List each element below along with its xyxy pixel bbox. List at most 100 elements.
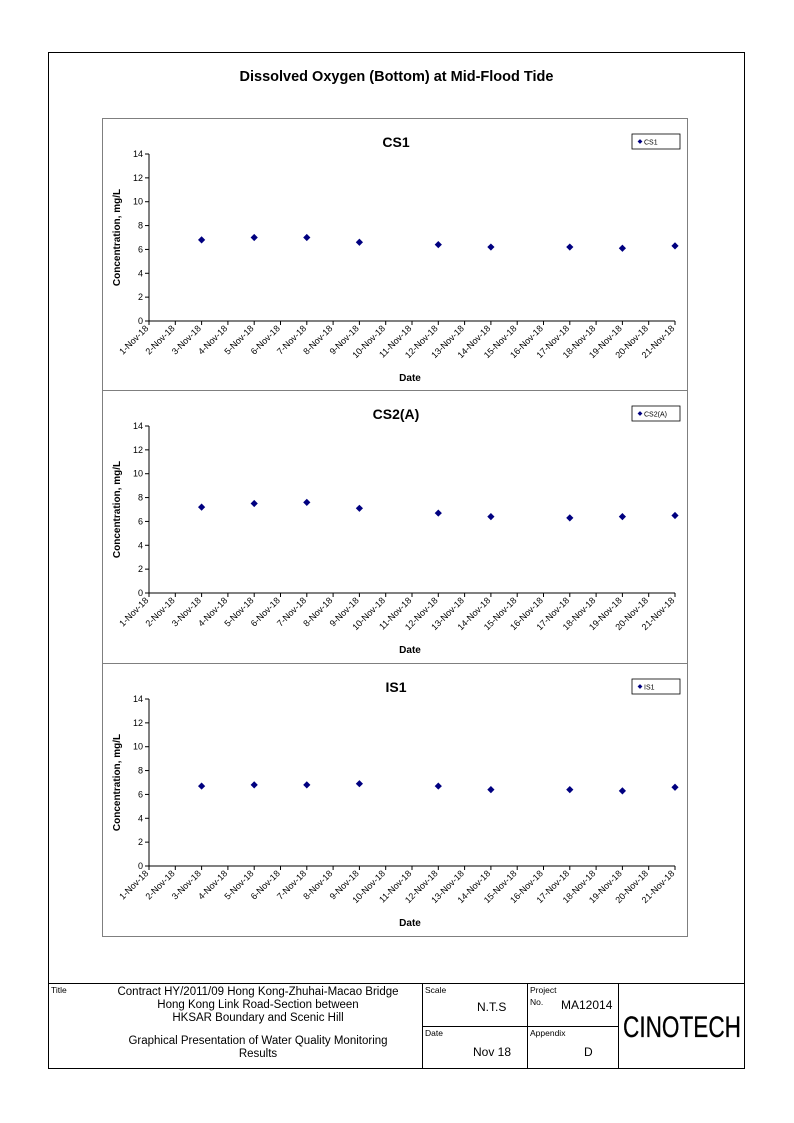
- drawing-subtitle: Graphical Presentation of Water Quality …: [93, 1035, 423, 1061]
- project-cell: Project No. MA12014: [527, 983, 619, 1027]
- data-point-is1: [618, 787, 626, 795]
- y-tick-label-is1: 0: [138, 861, 143, 871]
- y-tick-label-cs1: 6: [138, 244, 143, 254]
- project-number: MA12014: [561, 998, 613, 1012]
- data-point-cs1: [671, 242, 679, 250]
- appendix-label: Appendix: [530, 1028, 566, 1038]
- legend-marker-is1: [637, 684, 643, 689]
- y-tick-label-cs1: 8: [138, 221, 143, 231]
- chart-panel-cs1: CS1 0 2 4 6 8 10 12 14 1-Nov-18 2-Nov-18 3-Nov-18 4-…: [102, 118, 688, 391]
- y-tick-label-is1: 12: [133, 718, 143, 728]
- data-point-cs2-a: [566, 514, 574, 522]
- y-tick-label-cs1: 4: [138, 268, 143, 278]
- scale-cell: Scale N.T.S: [422, 983, 528, 1027]
- data-point-cs2-a: [487, 513, 495, 521]
- y-tick-label-is1: 6: [138, 789, 143, 799]
- y-tick-label-cs2-a: 4: [138, 540, 143, 550]
- data-point-cs2-a: [355, 504, 363, 512]
- data-point-cs1: [434, 241, 442, 249]
- chart-panel-is1: IS1 0 2 4 6 8 10 12 14 1-Nov-18 2-Nov-18 3-Nov-18 4-…: [102, 663, 688, 937]
- y-tick-label-cs2-a: 12: [133, 445, 143, 455]
- y-axis-label-cs2-a: Concentration, mg/L: [112, 461, 123, 558]
- date-label: Date: [425, 1028, 443, 1038]
- legend-box-cs1: [631, 133, 681, 150]
- chart-cs2a-svg: CS2(A)024681012141-Nov-182-Nov-183-Nov-1…: [112, 405, 681, 656]
- company-logo: CINOTECH: [619, 984, 744, 1068]
- data-point-is1: [355, 780, 363, 788]
- data-point-cs1: [303, 233, 311, 242]
- date-cell: Date Nov 18: [422, 1026, 528, 1069]
- contract-title: Contract HY/2011/09 Hong Kong-Zhuhai-Mac…: [93, 986, 423, 1025]
- y-axis-label-cs1: Concentration, mg/L: [112, 189, 123, 286]
- title-block: Title Contract HY/2011/09 Hong Kong-Zhuh…: [48, 983, 745, 1069]
- data-point-is1: [303, 781, 311, 789]
- title-cell: Title Contract HY/2011/09 Hong Kong-Zhuh…: [48, 983, 423, 1069]
- chart-title-is1: IS1: [385, 679, 406, 695]
- y-tick-label-cs2-a: 8: [138, 493, 143, 503]
- y-tick-label-cs2-a: 14: [133, 421, 143, 431]
- legend-box-cs2-a: [631, 405, 681, 422]
- drawing-subtitle-line-2: Results: [238, 1048, 278, 1060]
- appendix-value: D: [584, 1045, 593, 1059]
- chart-title-cs1: CS1: [382, 134, 409, 150]
- y-tick-label-is1: 10: [133, 742, 143, 752]
- contract-title-line-3: HKSAR Boundary and Scenic Hill: [172, 1012, 344, 1024]
- y-tick-label-is1: 4: [138, 813, 143, 823]
- data-point-is1: [487, 786, 495, 794]
- x-axis-label-cs2-a: Date: [399, 645, 421, 656]
- data-point-cs2-a: [618, 513, 626, 521]
- legend-label-is1: IS1: [644, 685, 655, 692]
- legend-marker-cs1: [637, 139, 643, 144]
- data-point-is1: [198, 782, 206, 790]
- title-label: Title: [51, 985, 67, 995]
- y-tick-label-cs2-a: 2: [138, 564, 143, 574]
- logo-cell: CINOTECH: [618, 983, 745, 1069]
- data-point-is1: [434, 782, 442, 790]
- y-tick-label-is1: 2: [138, 837, 143, 847]
- data-point-is1: [671, 783, 679, 791]
- data-point-cs1: [198, 236, 206, 244]
- data-point-cs1: [250, 233, 258, 242]
- x-axis-label-cs1: Date: [399, 373, 421, 384]
- y-tick-label-cs2-a: 10: [133, 469, 143, 479]
- data-point-cs2-a: [303, 498, 311, 506]
- data-point-cs2-a: [671, 511, 679, 520]
- data-point-cs1: [618, 244, 626, 252]
- drawing-subtitle-line-1: Graphical Presentation of Water Quality …: [128, 1035, 388, 1047]
- chart-panel-cs2a: CS2(A) 0 2 4 6 8 10 12 14 1-Nov-18 2-Nov-18 3-Nov-1…: [102, 390, 688, 664]
- y-tick-label-is1: 14: [133, 694, 143, 704]
- legend-label-cs2-a: CS2(A): [644, 412, 667, 419]
- page-title: Dissolved Oxygen (Bottom) at Mid-Flood T…: [239, 69, 554, 85]
- y-tick-label-cs1: 12: [133, 173, 143, 183]
- y-tick-label-is1: 8: [138, 766, 143, 776]
- data-point-cs1: [355, 238, 363, 246]
- data-point-cs1: [566, 243, 574, 251]
- appendix-cell: Appendix D: [527, 1026, 619, 1069]
- data-point-cs2-a: [250, 499, 258, 508]
- y-axis-label-is1: Concentration, mg/L: [112, 734, 123, 831]
- x-axis-label-is1: Date: [399, 918, 421, 929]
- legend-label-cs1: CS1: [644, 140, 658, 147]
- data-point-is1: [250, 781, 258, 789]
- scale-value: N.T.S: [477, 1000, 507, 1014]
- data-point-cs2-a: [198, 503, 206, 511]
- y-tick-label-cs1: 0: [138, 316, 143, 326]
- company-logo-text: CINOTECH: [623, 1011, 741, 1044]
- y-tick-label-cs2-a: 6: [138, 516, 143, 526]
- chart-cs1-svg: CS1024681012141-Nov-182-Nov-183-Nov-184-…: [112, 133, 681, 384]
- legend-box-is1: [631, 678, 681, 695]
- y-tick-label-cs1: 10: [133, 197, 143, 207]
- y-tick-label-cs2-a: 0: [138, 588, 143, 598]
- chart-is1-svg: IS1024681012141-Nov-182-Nov-183-Nov-184-…: [112, 678, 681, 929]
- project-no-label: No.: [530, 997, 544, 1007]
- contract-title-line-1: Contract HY/2011/09 Hong Kong-Zhuhai-Mac…: [117, 986, 399, 998]
- company-logo-svg: CINOTECH: [622, 1011, 741, 1044]
- project-label: Project: [530, 985, 557, 995]
- scale-label: Scale: [425, 985, 447, 995]
- data-point-cs1: [487, 243, 495, 251]
- data-point-is1: [566, 786, 574, 794]
- chart-title-cs2-a: CS2(A): [373, 406, 420, 422]
- y-tick-label-cs1: 14: [133, 149, 143, 159]
- contract-title-line-2: Hong Kong Link Road-Section between: [157, 999, 359, 1011]
- date-value: Nov 18: [473, 1045, 512, 1059]
